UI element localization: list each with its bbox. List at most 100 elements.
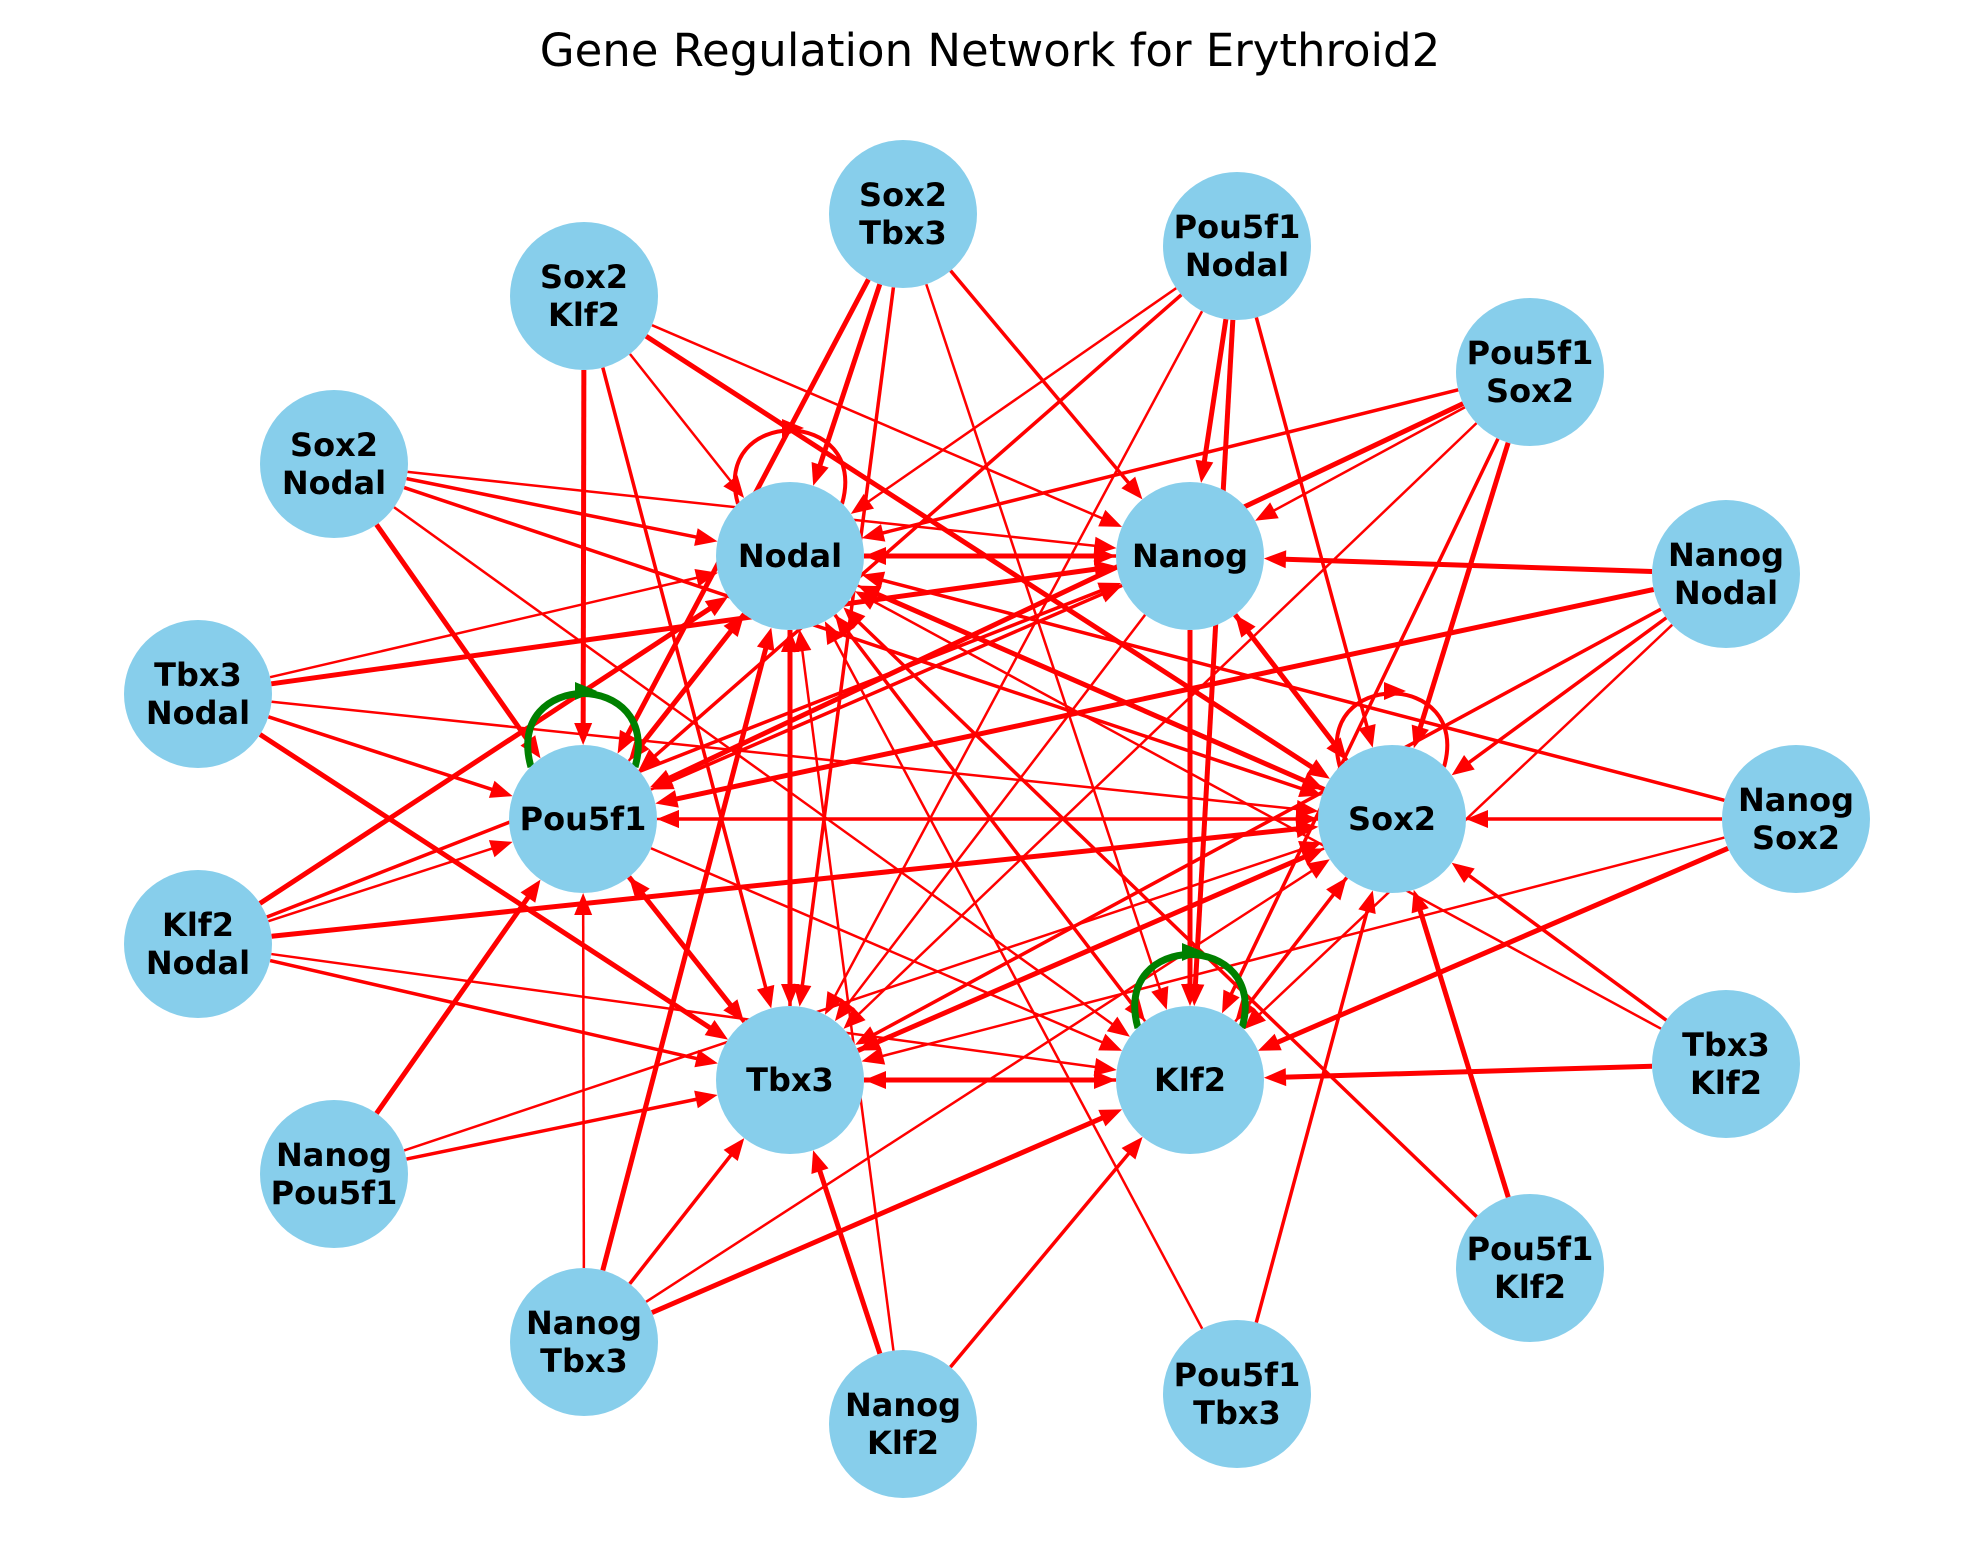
node-label: Klf2 [1154,1061,1226,1099]
edge-nanog-tbx3-to-sox2 [645,859,1330,1303]
edge-sox2-tbx3-to-nanog [949,269,1143,500]
edge-pou5f1-tbx3-to-sox2 [1254,890,1376,1324]
node-nodal: Nodal [716,482,864,630]
node-label: Sox2 [1486,372,1574,410]
edge-nanog-sox2-to-pou5f1 [657,810,1722,828]
edge-sox2-to-nanog [1235,614,1349,762]
edge-pou5f1-to-nanog [650,585,1123,791]
edge-pou5f1-nodal-to-tbx3 [824,310,1204,1015]
edge-nanog-pou5f1-to-tbx3 [406,1090,718,1161]
node-circle [1163,1320,1311,1468]
node-circle [1318,745,1466,893]
self-loop-nodal [732,419,848,505]
node-circle [124,620,272,768]
edge-klf2-nodal-to-klf2 [271,952,1117,1076]
node-pou5f1: Pou5f1 [509,745,657,893]
edge-sox2-nodal-to-nodal [406,476,718,546]
edge-pou5f1-klf2-to-sox2 [1411,889,1511,1198]
edge-pou5f1-sox2-to-nanog [1255,406,1466,521]
node-nanog: Nanog [1116,482,1264,630]
edge-klf2-nodal-to-nanog [266,582,1122,919]
node-label: Tbx3 [746,1061,834,1099]
node-label: Klf2 [162,906,234,944]
node-label: Pou5f1 [1467,334,1594,372]
edge-pou5f1-nodal-to-klf2 [1186,319,1236,1007]
node-circle [716,1006,864,1154]
edges-layer [258,269,1730,1369]
edge-tbx3-to-nodal [781,630,799,1006]
edge-pou5f1-tbx3-to-nodal [824,621,1204,1330]
edge-nanog-nodal-to-pou5f1 [655,587,1655,808]
edge-tbx3-to-pou5f1 [628,876,746,1024]
edge-nanog-tbx3-to-klf2 [650,1109,1123,1315]
edge-nanog-sox2-to-tbx3 [861,836,1725,1065]
node-circle [716,482,864,630]
node-label: Sox2 [540,258,628,296]
edge-nanog-nodal-to-nanog [1263,550,1653,575]
node-label: Pou5f1 [520,800,647,838]
chart-title: Gene Regulation Network for Erythroid2 [539,24,1441,77]
self-loop-sox2 [1334,682,1450,768]
edge-nanog-sox2-to-nodal [861,571,1725,802]
node-label: Pou5f1 [1174,208,1301,246]
edge-pou5f1-nodal-to-nanog [1195,318,1229,483]
edge-pou5f1-nodal-to-pou5f1 [638,293,1183,771]
node-circle [260,1100,408,1248]
edge-pou5f1-sox2-to-tbx3 [843,422,1478,1029]
node-label: Nodal [146,694,250,732]
edge-sox2-nodal-to-pou5f1 [374,523,541,759]
edge-pou5f1-nodal-to-nodal [850,287,1177,514]
node-circle [1652,500,1800,648]
edge-tbx3-nodal-to-pou5f1 [267,715,513,798]
node-circle [260,390,408,538]
node-label: Pou5f1 [1174,1356,1301,1394]
node-label: Sox2 [1348,800,1436,838]
node-tbx3: Tbx3 [716,1006,864,1154]
node-label: Nanog [526,1304,642,1342]
node-label: Nodal [738,537,842,575]
node-label: Tbx3 [1193,1394,1281,1432]
node-circle [829,1350,977,1498]
node-label: Tbx3 [859,214,947,252]
node-label: Nanog [276,1136,392,1174]
node-circle [1116,1006,1264,1154]
edge-sox2-klf2-to-tbx3 [601,367,775,1009]
node-circle [510,1268,658,1416]
edge-nanog-klf2-to-tbx3 [811,1150,883,1355]
node-label: Klf2 [1690,1064,1762,1102]
edge-sox2-nodal-to-klf2 [393,506,1130,1037]
edge-pou5f1-klf2-to-nodal [843,607,1478,1218]
node-label: Nodal [146,944,250,982]
edge-sox2-klf2-to-nanog [651,324,1122,527]
node-label: Sox2 [1752,819,1840,857]
edge-pou5f1-nodal-to-sox2 [1254,316,1376,748]
node-circle [1163,172,1311,320]
node-label: Nanog [1738,781,1854,819]
edge-klf2-nodal-to-nodal [258,596,729,906]
edge-nanog-pou5f1-to-sox2 [403,841,1322,1152]
node-circle [1456,1194,1604,1342]
edge-tbx3-nodal-to-nodal [269,569,718,679]
edge-pou5f1-to-klf2 [650,847,1123,1051]
edge-sox2-nodal-to-sox2 [403,485,1322,797]
edge-nanog-klf2-to-klf2 [949,1136,1143,1369]
edge-nanog-klf2-to-nodal [793,629,895,1351]
node-label: Klf2 [1494,1268,1566,1306]
edge-sox2-klf2-to-sox2 [644,334,1330,779]
node-circle [1116,482,1264,630]
node-label: Nodal [282,464,386,502]
node-label: Nanog [845,1386,961,1424]
